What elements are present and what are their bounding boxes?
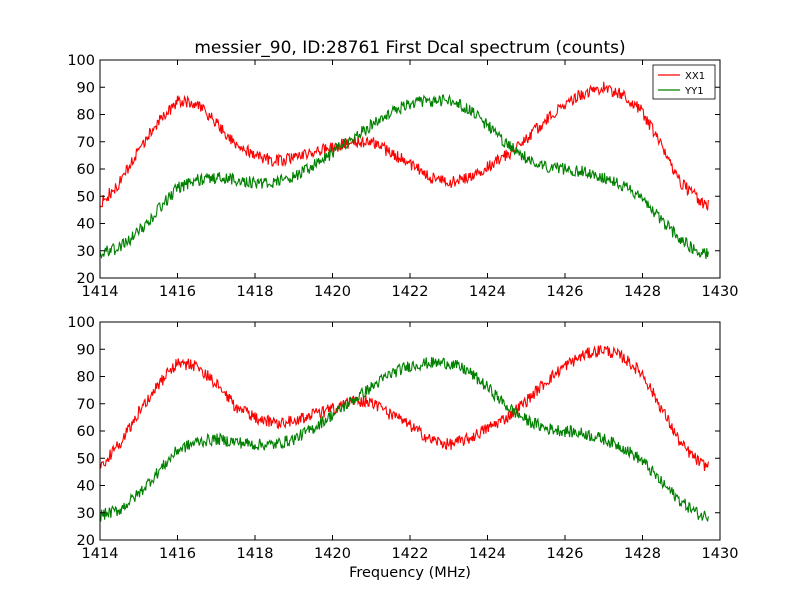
legend-label: YY1 bbox=[684, 86, 704, 97]
x-tick-label: 1424 bbox=[469, 284, 506, 300]
x-tick-label: 1426 bbox=[547, 284, 584, 300]
y-tick-label: 20 bbox=[77, 533, 95, 549]
y-tick-label: 50 bbox=[77, 189, 95, 205]
y-tick-label: 30 bbox=[77, 244, 95, 260]
y-tick-label: 80 bbox=[77, 370, 95, 386]
y-tick-label: 90 bbox=[77, 80, 95, 96]
y-tick-label: 60 bbox=[77, 424, 95, 440]
chart-title: messier_90, ID:28761 First Dcal spectrum… bbox=[194, 38, 625, 58]
y-tick-label: 100 bbox=[67, 53, 95, 69]
y-tick-label: 80 bbox=[77, 108, 95, 124]
x-tick-label: 1418 bbox=[237, 546, 274, 562]
y-tick-label: 50 bbox=[77, 451, 95, 467]
y-tick-label: 70 bbox=[77, 397, 95, 413]
series-line-xx1 bbox=[100, 81, 709, 212]
x-tick-label: 1428 bbox=[624, 546, 661, 562]
series-line-yy1 bbox=[100, 357, 709, 522]
y-tick-label: 60 bbox=[77, 162, 95, 178]
x-tick-label: 1420 bbox=[314, 546, 351, 562]
y-tick-label: 100 bbox=[67, 315, 95, 331]
x-tick-label: 1416 bbox=[159, 284, 196, 300]
panel-top: 1414 1416 1418 1420 1422 1424 1426 1428 1430 20 30… bbox=[67, 53, 738, 300]
x-tick-label: 1414 bbox=[82, 284, 119, 300]
y-tick-label: 40 bbox=[77, 479, 95, 495]
x-tick-label: 1430 bbox=[702, 284, 739, 300]
x-tick-label: 1422 bbox=[392, 546, 429, 562]
y-tick-label: 70 bbox=[77, 135, 95, 151]
series-line-yy1 bbox=[100, 93, 709, 260]
series-line-xx1 bbox=[100, 344, 709, 472]
x-tick-label: 1428 bbox=[624, 284, 661, 300]
x-tick-label: 1414 bbox=[82, 546, 119, 562]
panel-bottom: 1414 1416 1418 1420 1422 1424 1426 1428 1430 20 30… bbox=[67, 315, 738, 562]
x-tick-label: 1426 bbox=[547, 546, 584, 562]
x-tick-label: 1418 bbox=[237, 284, 274, 300]
x-tick-label: 1422 bbox=[392, 284, 429, 300]
x-tick-label: 1424 bbox=[469, 546, 506, 562]
x-tick-label: 1416 bbox=[159, 546, 196, 562]
x-tick-label: 1420 bbox=[314, 284, 351, 300]
y-tick-label: 90 bbox=[77, 342, 95, 358]
x-tick-label: 1430 bbox=[702, 546, 739, 562]
x-axis-label: Frequency (MHz) bbox=[349, 565, 471, 581]
y-tick-label: 20 bbox=[77, 271, 95, 287]
y-tick-label: 30 bbox=[77, 506, 95, 522]
legend-box bbox=[652, 64, 716, 100]
legend-label: XX1 bbox=[685, 71, 705, 82]
y-tick-label: 40 bbox=[77, 217, 95, 233]
